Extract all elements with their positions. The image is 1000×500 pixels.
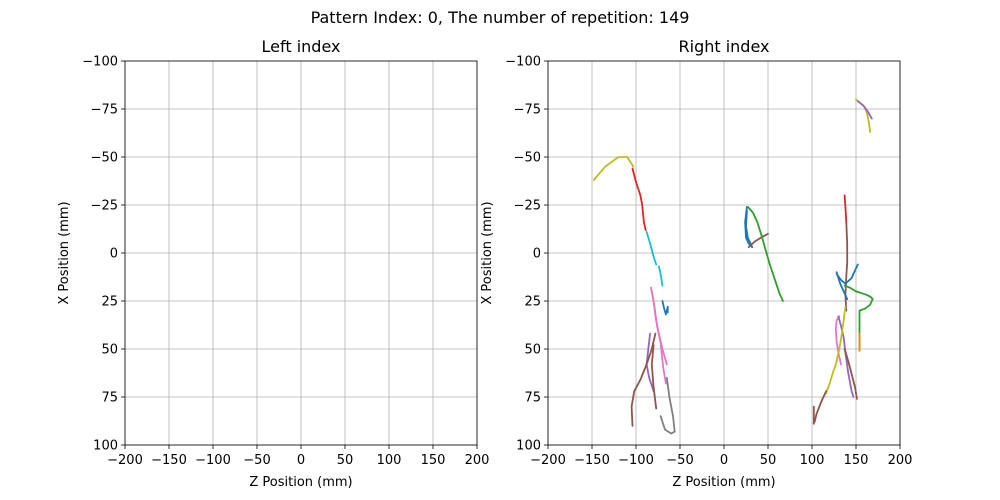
y-tick-label: −50 bbox=[91, 151, 118, 166]
trajectory-line bbox=[659, 376, 676, 435]
x-tick-label: 50 bbox=[760, 453, 777, 468]
x-tick-label: 0 bbox=[297, 453, 305, 468]
y-tick-label: −25 bbox=[514, 199, 541, 214]
y-tick-label: 50 bbox=[101, 343, 118, 358]
y-tick-label: −50 bbox=[514, 151, 541, 166]
y-tick-label: −25 bbox=[91, 199, 118, 214]
x-tick-label: 150 bbox=[421, 453, 446, 468]
trajectory-line bbox=[650, 290, 667, 385]
trajectory-line bbox=[835, 271, 849, 301]
trajectory-line bbox=[858, 298, 874, 350]
y-tick-label: −75 bbox=[514, 103, 541, 118]
trajectory-line bbox=[645, 230, 658, 266]
trajectory-line bbox=[835, 263, 859, 285]
x-tick-label: −150 bbox=[574, 453, 610, 468]
trajectory-line bbox=[658, 265, 664, 287]
y-tick-label: −100 bbox=[82, 55, 118, 70]
y-tick-label: 25 bbox=[524, 295, 541, 310]
x-tick-label: 150 bbox=[844, 453, 869, 468]
grid bbox=[124, 60, 478, 446]
trajectory-line bbox=[844, 221, 849, 312]
x-tick-label: −200 bbox=[107, 453, 143, 468]
trajectory-line bbox=[843, 194, 848, 224]
panel-title: Left index bbox=[262, 37, 341, 56]
x-tick-label: −100 bbox=[618, 453, 654, 468]
trajectory-line bbox=[661, 300, 669, 316]
y-tick-label: 75 bbox=[524, 391, 541, 406]
trajectory-line bbox=[744, 205, 754, 249]
panel-title: Right index bbox=[679, 37, 770, 56]
y-tick-label: 50 bbox=[524, 343, 541, 358]
y-axis-label: X Position (mm) bbox=[57, 201, 72, 304]
x-tick-label: −50 bbox=[243, 453, 270, 468]
x-axis-label: Z Position (mm) bbox=[249, 475, 352, 490]
y-tick-label: 25 bbox=[101, 295, 118, 310]
x-tick-label: 200 bbox=[465, 453, 490, 468]
x-tick-label: 100 bbox=[800, 453, 825, 468]
y-tick-label: 0 bbox=[533, 247, 541, 262]
x-tick-label: 100 bbox=[377, 453, 402, 468]
figure-title: Pattern Index: 0, The number of repetiti… bbox=[311, 8, 690, 27]
trajectory-line bbox=[631, 167, 647, 231]
x-tick-label: 200 bbox=[888, 453, 913, 468]
trajectory-line bbox=[825, 305, 847, 395]
left-index-panel: Left index −200 −150 −100 −50 0 50 100 150 200 −1… bbox=[57, 37, 489, 490]
y-tick-label: 0 bbox=[110, 247, 118, 262]
trajectory-line bbox=[746, 205, 784, 302]
x-axis-label: Z Position (mm) bbox=[672, 475, 775, 490]
y-tick-label: −100 bbox=[505, 55, 541, 70]
y-tick-label: 75 bbox=[101, 391, 118, 406]
trajectory-line bbox=[592, 156, 635, 181]
trajectory-line bbox=[843, 348, 858, 400]
trajectory-line bbox=[813, 390, 827, 423]
x-tick-label: 50 bbox=[337, 453, 354, 468]
y-axis-label: X Position (mm) bbox=[480, 201, 495, 304]
y-tick-label: 100 bbox=[516, 439, 541, 454]
trajectory-line bbox=[747, 232, 769, 249]
x-tick-label: −100 bbox=[195, 453, 231, 468]
ticks: −200 −150 −100 −50 0 50 100 150 200 −100 −75 −50 −25… bbox=[82, 55, 489, 469]
trajectory-line bbox=[856, 100, 873, 120]
x-tick-label: −50 bbox=[666, 453, 693, 468]
trajectory-line bbox=[650, 344, 658, 410]
trajectory-line bbox=[843, 284, 874, 301]
y-tick-label: −75 bbox=[91, 103, 118, 118]
series-layer bbox=[592, 98, 874, 435]
x-tick-label: 0 bbox=[720, 453, 728, 468]
x-tick-label: −200 bbox=[530, 453, 566, 468]
right-index-panel: Right index −200 −150 −100 −50 0 50 100 150 200−… bbox=[480, 37, 912, 490]
y-tick-label: 100 bbox=[93, 439, 118, 454]
trajectory-line bbox=[630, 332, 657, 427]
ticks: −200 −150 −100 −50 0 50 100 150 200 −100 −75 −50 −25… bbox=[505, 55, 912, 469]
trajectory-line bbox=[837, 315, 855, 398]
x-tick-label: −150 bbox=[151, 453, 187, 468]
